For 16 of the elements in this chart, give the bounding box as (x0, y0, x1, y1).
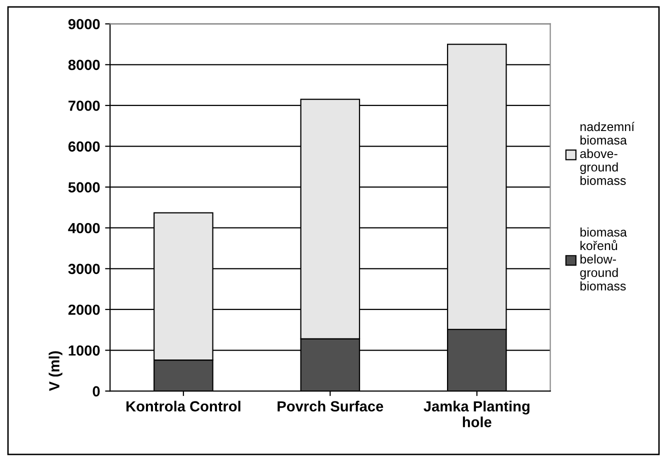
y-axis-title: V (ml) (48, 351, 62, 391)
y-tick-label: 5000 (68, 182, 100, 192)
legend-label: nadzemní biomasa above- ground biomass (580, 122, 635, 185)
x-tick-label: Povrch Surface (278, 400, 384, 412)
y-tick-label: 7000 (68, 100, 100, 111)
y-tick-label: 6000 (68, 141, 100, 152)
x-tick-label: Jamka Planting hole (424, 400, 530, 428)
y-tick-label: 0 (92, 386, 100, 396)
y-tick-label: 2000 (68, 304, 100, 315)
y-tick-label: 4000 (68, 222, 100, 234)
y-tick-label: 3000 (68, 264, 100, 274)
y-tick-label: 8000 (68, 60, 100, 70)
y-tick-label: 1000 (68, 345, 100, 356)
legend-label: biomasa kořenů below- ground biomass (580, 227, 627, 291)
y-tick-label: 9000 (68, 18, 100, 30)
x-tick-label: Kontrola Control (126, 400, 240, 412)
